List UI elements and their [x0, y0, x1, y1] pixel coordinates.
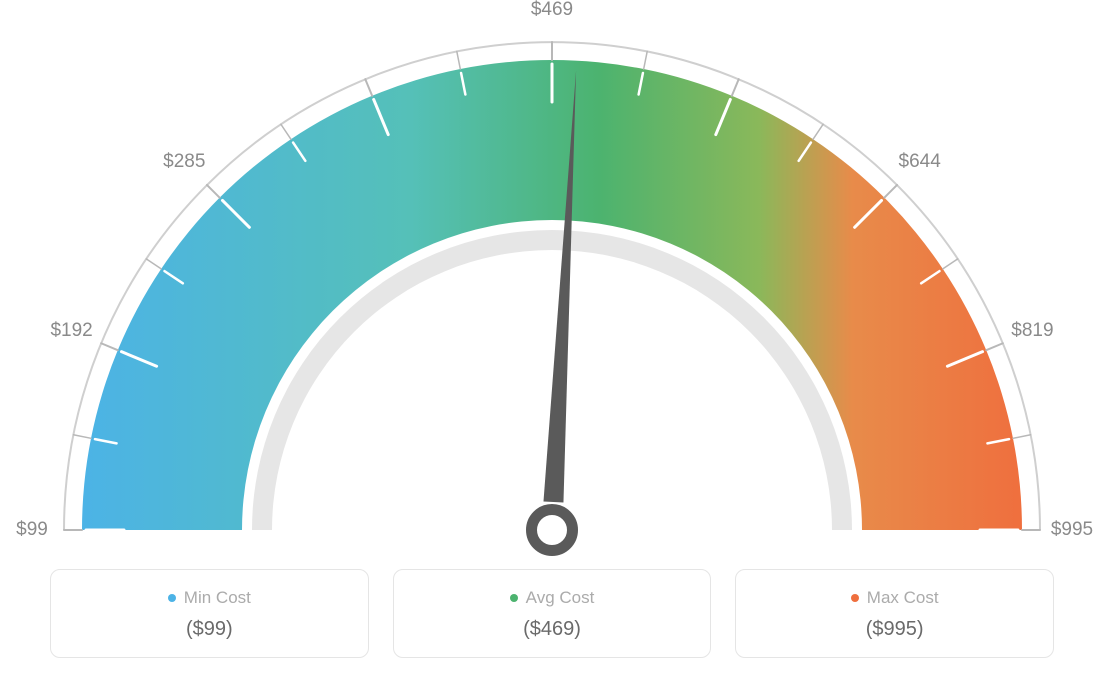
cost-gauge-chart: $99 $192 $285 $469 $644 $819 $995 Min Cost ($9…	[0, 0, 1104, 690]
legend-dot-max	[851, 594, 859, 602]
legend-max-label: Max Cost	[867, 588, 939, 608]
legend-min-label: Min Cost	[184, 588, 251, 608]
legend-avg-label: Avg Cost	[526, 588, 595, 608]
gauge-svg	[0, 0, 1104, 560]
legend-max-cost: Max Cost ($995)	[735, 569, 1054, 658]
legend-min-value: ($99)	[61, 618, 358, 641]
gauge-tick-label: $192	[50, 320, 92, 342]
legend-row: Min Cost ($99) Avg Cost ($469) Max Cost …	[50, 569, 1054, 658]
legend-avg-value: ($469)	[404, 618, 701, 641]
legend-max-label-row: Max Cost	[746, 588, 1043, 608]
legend-min-label-row: Min Cost	[61, 588, 358, 608]
legend-avg-label-row: Avg Cost	[404, 588, 701, 608]
gauge-tick-label: $469	[531, 0, 573, 21]
gauge-tick-label: $995	[1051, 519, 1093, 541]
legend-dot-avg	[510, 594, 518, 602]
gauge-area: $99 $192 $285 $469 $644 $819 $995	[0, 0, 1104, 560]
gauge-tick-label: $644	[899, 151, 941, 173]
legend-min-cost: Min Cost ($99)	[50, 569, 369, 658]
legend-dot-min	[168, 594, 176, 602]
gauge-tick-label: $285	[163, 151, 205, 173]
legend-avg-cost: Avg Cost ($469)	[393, 569, 712, 658]
gauge-tick-label: $99	[16, 519, 48, 541]
legend-max-value: ($995)	[746, 618, 1043, 641]
gauge-tick-label: $819	[1011, 320, 1053, 342]
